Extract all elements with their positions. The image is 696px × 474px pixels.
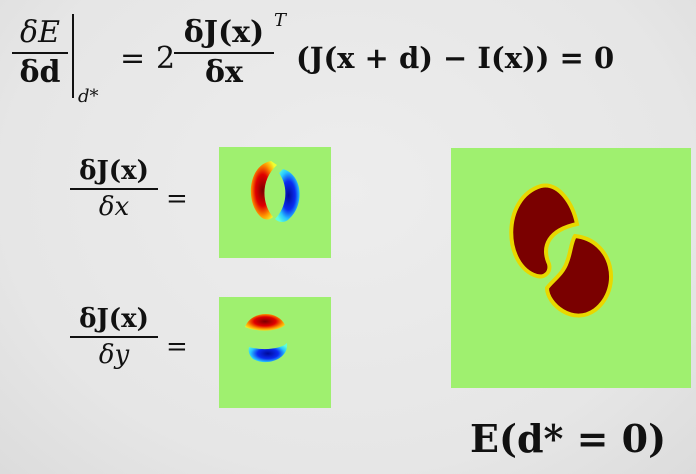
- gradient-x-equation: δJ(x) δx =: [60, 158, 210, 238]
- gradient-x-image: [219, 147, 331, 258]
- energy-caption: E(d* = 0): [470, 416, 667, 461]
- gradient-x-plot: [250, 161, 300, 222]
- jacobian-fraction: δJ(x) δx: [174, 18, 274, 88]
- gradient-y-numerator: δJ(x): [79, 304, 149, 334]
- coefficient: 2: [156, 41, 176, 76]
- energy-lower-blob: [544, 233, 613, 318]
- gradient-x-denominator: δx: [98, 192, 130, 222]
- lhs-numerator: δE: [20, 15, 60, 50]
- gradient-x-negative-lobe: [275, 169, 300, 222]
- gradient-y-equals: =: [166, 332, 188, 362]
- lhs-fraction: δE δd: [12, 18, 68, 88]
- jacobian-denominator: δx: [205, 55, 243, 90]
- gradient-x-positive-lobe: [250, 161, 277, 220]
- gradient-x-fraction: δJ(x) δx: [70, 158, 158, 220]
- gradient-x-equals: =: [166, 184, 188, 214]
- gradient-y-equation: δJ(x) δy =: [60, 306, 210, 386]
- gradient-y-denominator: δy: [98, 340, 130, 370]
- gradient-x-numerator: δJ(x): [79, 156, 149, 186]
- energy-upper-blob: [509, 183, 580, 279]
- main-equation: δE δd d* = 2 δJ(x) δx T (J(x + d) − I(x)…: [8, 10, 688, 115]
- gradient-y-image: [219, 297, 331, 408]
- energy-plot: [509, 183, 613, 318]
- energy-image: [451, 148, 691, 388]
- lhs-denominator: δd: [19, 55, 61, 90]
- gradient-y-plot: [245, 313, 288, 363]
- gradient-y-positive-lobe: [245, 313, 285, 331]
- evaluation-point: d*: [78, 86, 99, 107]
- transpose-superscript: T: [274, 10, 287, 31]
- jacobian-numerator: δJ(x): [183, 15, 265, 50]
- gradient-y-negative-lobe: [248, 343, 288, 363]
- equals-sign: =: [120, 41, 146, 76]
- evaluation-bar: [72, 14, 74, 98]
- residual-term: (J(x + d) − I(x)) = 0: [296, 41, 615, 75]
- gradient-y-fraction: δJ(x) δy: [70, 306, 158, 368]
